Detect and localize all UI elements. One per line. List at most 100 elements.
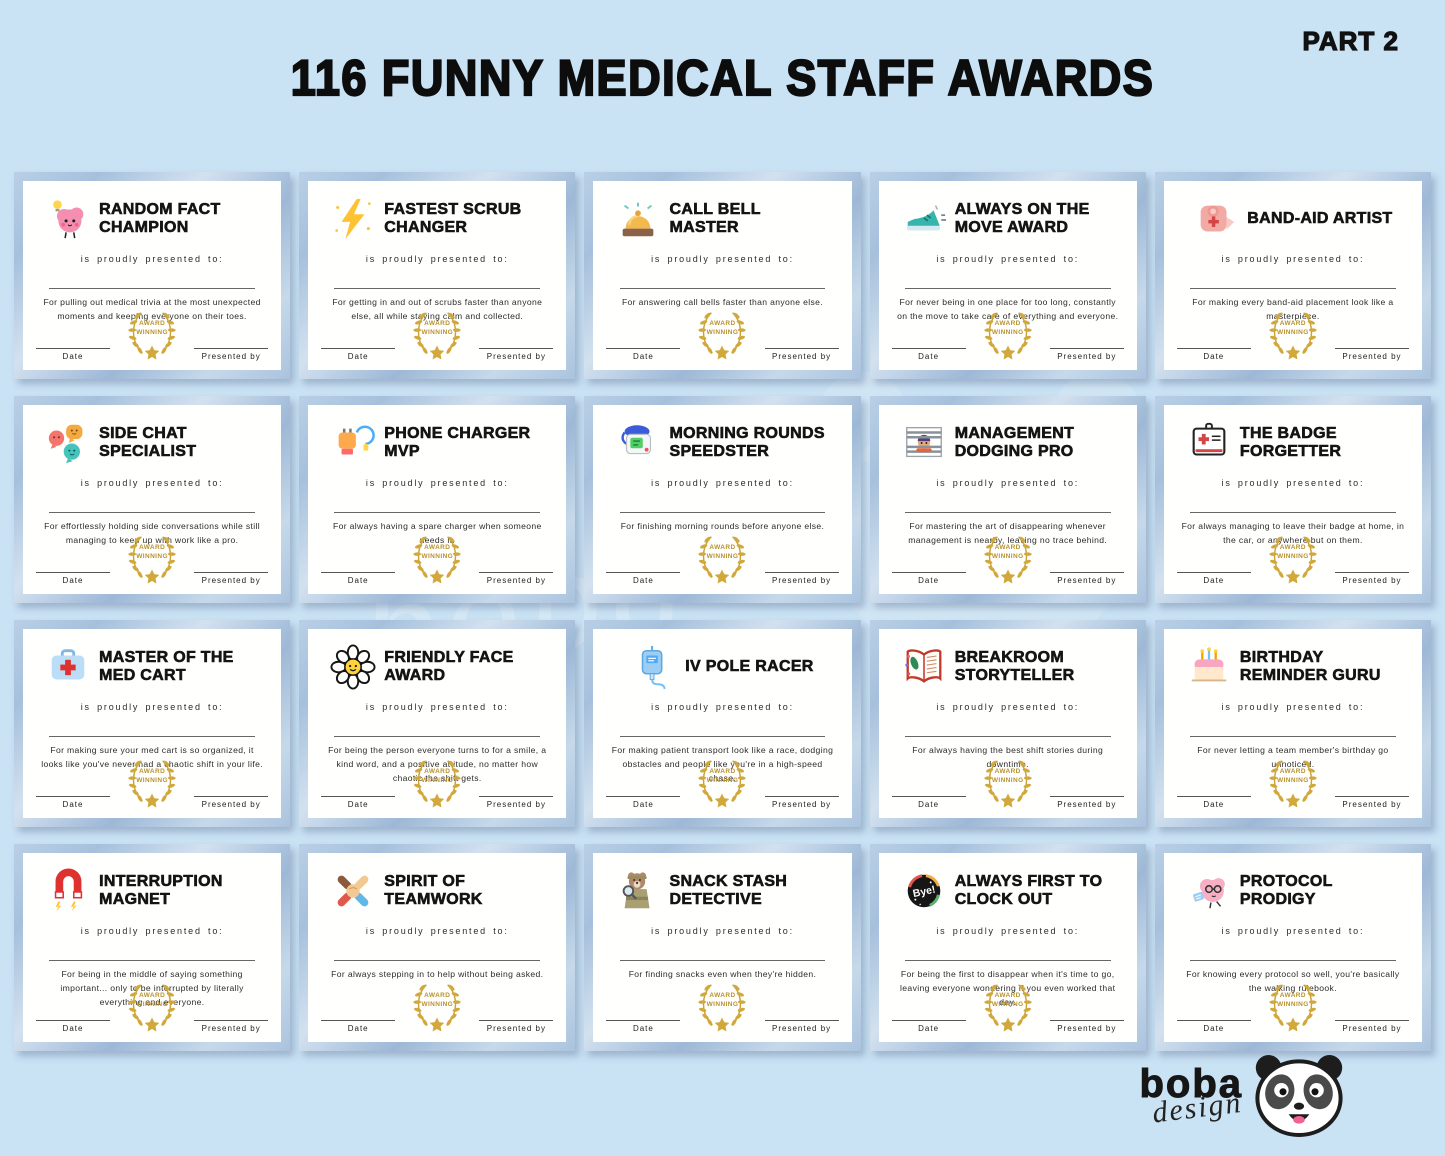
award-description: For making sure your med cart is so orga… (41, 745, 263, 769)
award-description: For being the first to disappear when it… (900, 969, 1116, 1007)
presented-by-line (764, 1008, 839, 1021)
birthday-cake-icon (1186, 644, 1232, 690)
award-certificate: Interruption Magnet is proudly presented… (14, 844, 291, 1051)
award-title: Spirit of Teamwork (384, 873, 483, 909)
presented-to-label: is proudly presented to: (80, 702, 224, 712)
lightning-bolt-icon (330, 196, 376, 242)
presented-by-signature: Presented by (1049, 784, 1124, 809)
presented-to-label: is proudly presented to: (1221, 702, 1365, 712)
award-title: Morning Rounds Speedster (669, 425, 825, 461)
award-certificate: Phone Charger MVP is proudly presented t… (299, 396, 576, 603)
recipient-line (619, 936, 826, 961)
presented-by-label: Presented by (1057, 576, 1117, 585)
recipient-line (49, 264, 256, 289)
award-description: For always having the best shift stories… (912, 745, 1104, 769)
badge-text: AWARD WINNING (136, 992, 168, 1008)
award-title: Side Chat Specialist (99, 425, 197, 461)
award-description: For getting in and out of scrubs faster … (332, 297, 543, 321)
date-label: Date (1203, 800, 1225, 809)
badge-text: AWARD WINNING (991, 544, 1024, 560)
award-certificate: Birthday Reminder Guru is proudly presen… (1154, 620, 1431, 827)
date-line (321, 336, 396, 349)
presented-to-label: is proudly presented to: (365, 254, 509, 264)
badge-text: AWARD WINNING (706, 768, 739, 784)
presented-by-label: Presented by (201, 1024, 261, 1033)
badge-text: AWARD WINNING (991, 992, 1024, 1008)
award-certificate: IV Pole Racer is proudly presented to: F… (584, 620, 861, 827)
award-description: For pulling out medical trivia at the mo… (43, 297, 261, 321)
presented-by-signature: Presented by (764, 784, 839, 809)
sneaker-icon (901, 196, 947, 242)
presented-by-line (194, 336, 269, 349)
logo-name: boba (1139, 1062, 1243, 1106)
badge-text: AWARD WINNING (421, 320, 454, 336)
part-label: PART 2 (1302, 25, 1399, 56)
badge-text: AWARD WINNING (991, 768, 1024, 784)
date-label: Date (1203, 576, 1225, 585)
presented-by-signature: Presented by (194, 1008, 269, 1033)
date-signature: Date (321, 560, 396, 585)
recipient-line (334, 488, 541, 513)
badge-text: AWARD WINNING (136, 768, 168, 784)
date-signature: Date (36, 336, 110, 361)
recipient-line (334, 264, 541, 289)
date-line (36, 560, 110, 573)
award-description: For effortlessly holding side conversati… (44, 521, 261, 545)
presented-by-label: Presented by (1342, 352, 1402, 361)
award-description: For always managing to leave their badge… (1181, 521, 1405, 545)
date-line (321, 784, 396, 797)
presented-by-label: Presented by (1057, 1024, 1117, 1033)
awards-grid: Random Fact Champion is proudly presente… (14, 172, 1431, 1051)
date-signature: Date (606, 1008, 681, 1033)
award-description: For always stepping in to help without b… (331, 969, 544, 979)
presented-by-line (479, 336, 554, 349)
award-certificate: Protocol Prodigy is proudly presented to… (1154, 844, 1431, 1051)
date-line (606, 336, 681, 349)
award-winning-badge: AWARD WINNING (408, 753, 466, 809)
presented-to-label: is proudly presented to: (1221, 478, 1365, 488)
award-winning-badge: AWARD WINNING (693, 529, 751, 585)
award-winning-badge: AWARD WINNING (979, 529, 1037, 585)
date-signature: Date (321, 1008, 396, 1033)
award-title: Phone Charger MVP (384, 425, 531, 461)
presented-to-label: is proudly presented to: (365, 478, 509, 488)
award-winning-badge: AWARD WINNING (123, 305, 181, 361)
presented-by-label: Presented by (201, 576, 261, 585)
award-title: Always on the Move Award (954, 201, 1090, 237)
date-line (36, 336, 110, 349)
date-label: Date (1203, 1024, 1225, 1033)
date-line (36, 784, 110, 797)
award-winning-badge: AWARD WINNING (693, 305, 751, 361)
award-certificate: Breakroom Storyteller is proudly present… (869, 620, 1146, 827)
recipient-line (334, 936, 541, 961)
presented-by-label: Presented by (772, 576, 832, 585)
presented-by-signature: Presented by (479, 336, 554, 361)
recipient-line (49, 488, 256, 513)
date-signature: Date (891, 560, 966, 585)
award-certificate: Management Dodging Pro is proudly presen… (869, 396, 1146, 603)
presented-to-label: is proudly presented to: (936, 478, 1080, 488)
presented-by-label: Presented by (486, 576, 546, 585)
presented-by-label: Presented by (1057, 800, 1117, 809)
date-signature: Date (36, 784, 110, 809)
brain-reading-icon (1186, 868, 1232, 914)
bandage-roll-icon (1193, 196, 1239, 242)
award-description: For making patient transport look like a… (611, 745, 834, 783)
presented-by-signature: Presented by (479, 1008, 554, 1033)
date-label: Date (347, 800, 369, 809)
presented-by-line (1049, 1008, 1124, 1021)
recipient-line (1189, 264, 1396, 289)
award-title: Call Bell Master (669, 201, 761, 237)
presented-by-signature: Presented by (764, 1008, 839, 1033)
date-line (1176, 1008, 1251, 1021)
award-description: For finding snacks even when they're hid… (628, 969, 817, 979)
recipient-line (1189, 488, 1396, 513)
recipient-line (904, 712, 1111, 737)
presented-by-signature: Presented by (1334, 1008, 1409, 1033)
presented-by-line (764, 560, 839, 573)
date-signature: Date (606, 336, 681, 361)
award-certificate: Master of the Med Cart is proudly presen… (14, 620, 291, 827)
date-label: Date (347, 1024, 369, 1033)
badge-text: AWARD WINNING (991, 320, 1024, 336)
date-label: Date (347, 352, 369, 361)
